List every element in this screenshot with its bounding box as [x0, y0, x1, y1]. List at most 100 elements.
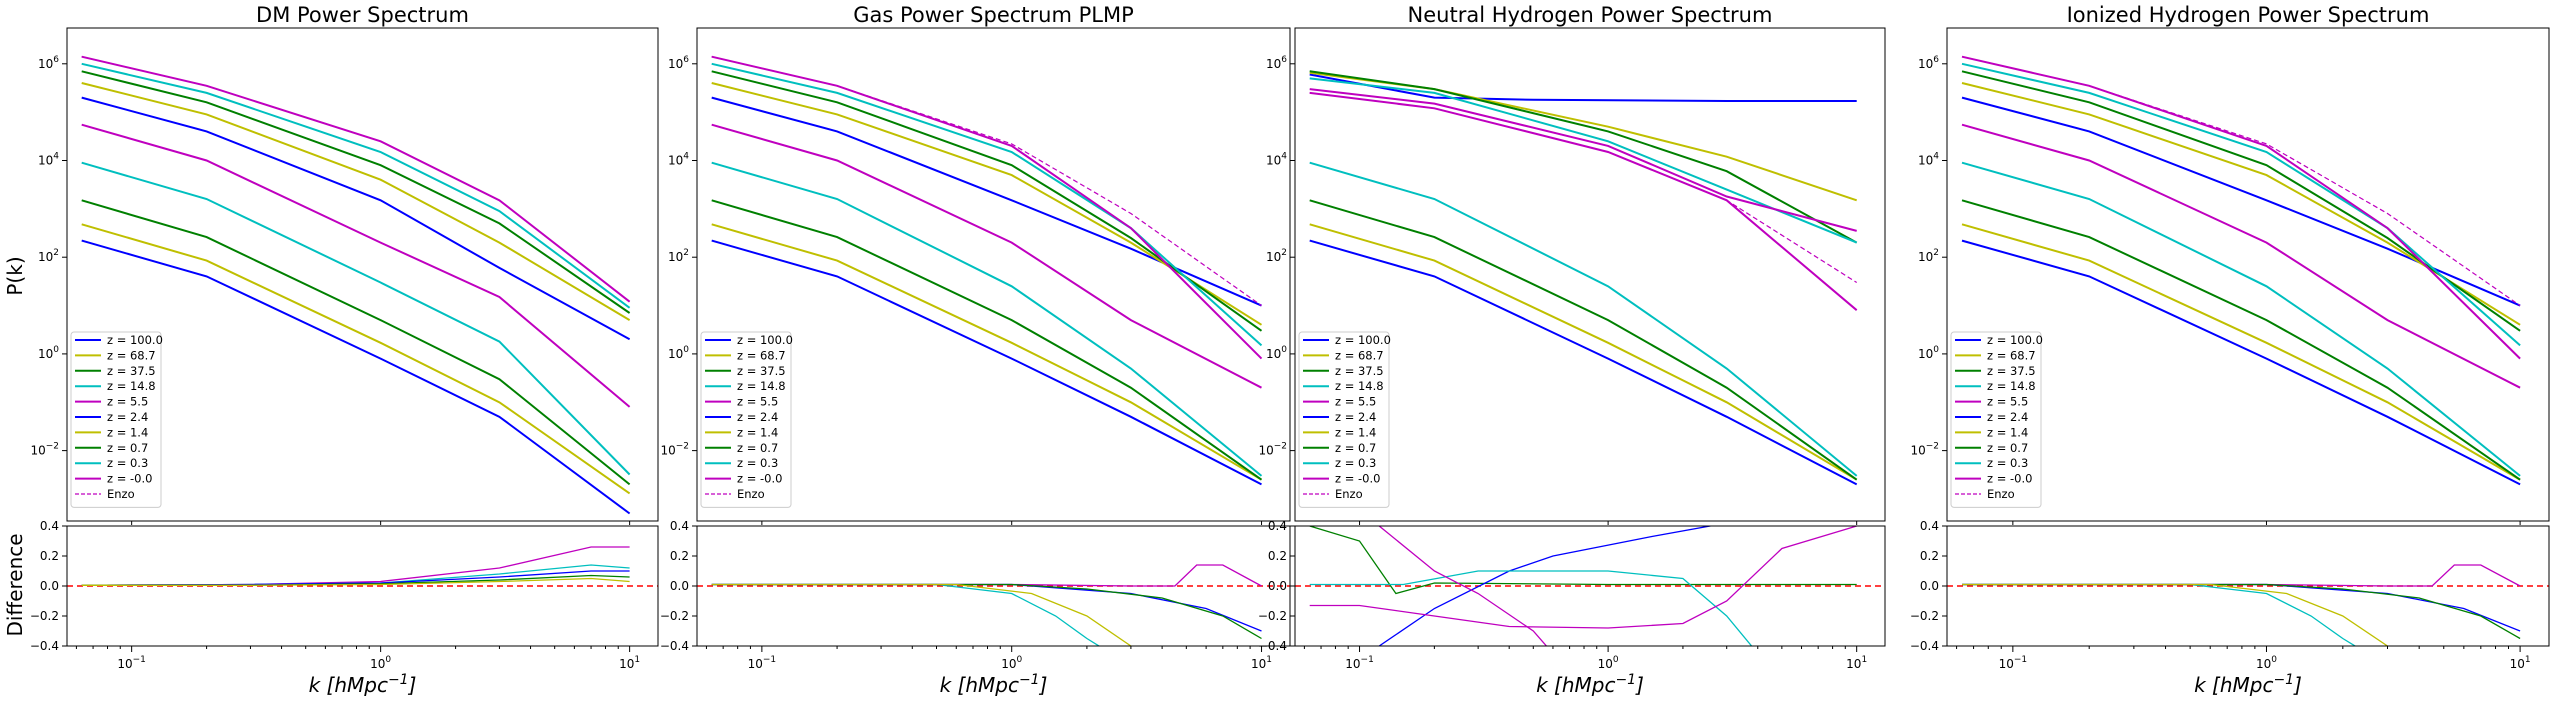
tick-exponent: 0 — [1016, 655, 1022, 665]
x-tick-label: 100 — [2256, 655, 2277, 671]
xlabel-exponent: −1 — [2273, 672, 2294, 688]
legend-label: z = -0.0 — [1987, 472, 2032, 486]
diff-line-1 — [1309, 526, 1857, 595]
series-line-4 — [1961, 161, 2521, 477]
y-tick-label: 10−2 — [1258, 442, 1287, 458]
y-tick-label: 104 — [668, 151, 689, 167]
top-axes-frame — [696, 27, 1291, 522]
series-group — [81, 55, 631, 515]
series-line-6 — [81, 96, 631, 341]
series-line-10 — [711, 55, 1263, 360]
x-tick-label: 101 — [2510, 655, 2531, 671]
diff-line-3 — [1309, 570, 1753, 646]
diff-y-tick-label: 0.0 — [1920, 579, 1939, 593]
legend-label: z = 37.5 — [107, 364, 156, 378]
series-line-9 — [1961, 62, 2521, 347]
diff-y-tick-label: −0.4 — [1910, 639, 1939, 653]
legend-label: z = 68.7 — [737, 348, 786, 362]
diff-line-2 — [1962, 583, 2357, 646]
series-line-7 — [81, 82, 631, 321]
legend-label: z = 100.0 — [737, 333, 793, 347]
tick-base: 10 — [38, 153, 53, 167]
xlabel-main: k [hMpc — [940, 673, 1019, 697]
xlabel-main: k [hMpc — [2194, 673, 2273, 697]
y-tick-label: 100 — [1266, 345, 1287, 361]
diff-y-tick-label: −0.4 — [660, 639, 689, 653]
legend-label: z = 100.0 — [1335, 333, 1391, 347]
top-axes-frame — [1946, 27, 2550, 522]
tick-exponent: 1 — [1861, 655, 1867, 665]
y-tick-label: 10−2 — [660, 442, 689, 458]
y-tick-label: 106 — [668, 55, 689, 71]
legend-label: z = 14.8 — [737, 379, 786, 393]
series-line-11 — [1309, 92, 1858, 284]
tick-exponent: −1 — [763, 655, 776, 665]
tick-base: 10 — [117, 657, 132, 671]
series-line-3 — [711, 199, 1263, 481]
y-tick-label: 10−2 — [30, 442, 59, 458]
xlabel-close: ] — [408, 673, 417, 697]
diff-line-4 — [1309, 526, 1857, 629]
legend-label: z = 2.4 — [1987, 410, 2028, 424]
tick-exponent: 0 — [683, 345, 689, 355]
series-line-2 — [81, 223, 631, 495]
diff-line-1 — [711, 564, 1262, 587]
tick-base: 10 — [1266, 153, 1281, 167]
y-tick-label: 100 — [668, 345, 689, 361]
x-axis-label: k [hMpc−1] — [940, 672, 1048, 697]
tick-exponent: 1 — [2525, 655, 2531, 665]
x-axis-label: k [hMpc−1] — [1536, 672, 1644, 697]
tick-base: 10 — [668, 153, 683, 167]
series-line-10 — [1309, 88, 1857, 232]
tick-exponent: 2 — [1281, 248, 1287, 258]
x-tick-label: 100 — [1001, 655, 1022, 671]
legend-label: z = 14.8 — [1987, 379, 2036, 393]
tick-exponent: 6 — [683, 55, 689, 65]
legend-label: z = 0.3 — [737, 456, 778, 470]
tick-exponent: 1 — [634, 655, 640, 665]
diff-y-tick-label: 0.0 — [670, 579, 689, 593]
legend-label: z = 100.0 — [1987, 333, 2043, 347]
diff-line-3 — [81, 570, 630, 586]
legend-label: Enzo — [737, 487, 765, 501]
tick-base: 10 — [2256, 657, 2271, 671]
tick-exponent: 2 — [53, 248, 59, 258]
diff-line-2 — [1378, 526, 1714, 646]
tick-exponent: 0 — [385, 655, 391, 665]
x-tick-label: 10−1 — [748, 655, 777, 671]
legend-label: z = 2.4 — [107, 410, 148, 424]
panel-3: Neutral Hydrogen Power Spectrum10−210010… — [1258, 3, 1886, 697]
series-line-5 — [711, 123, 1262, 389]
panel-title: DM Power Spectrum — [256, 3, 469, 27]
x-tick-label: 100 — [1598, 655, 1619, 671]
diff-group — [1947, 564, 2549, 646]
legend-label: z = 14.8 — [1335, 379, 1384, 393]
tick-base: 10 — [1001, 657, 1016, 671]
y-tick-label: 102 — [1266, 248, 1287, 264]
series-line-1 — [1309, 239, 1858, 486]
diff-y-tick-label: −0.2 — [1910, 609, 1939, 623]
x-tick-label: 10−1 — [1999, 655, 2028, 671]
y-tick-label: 102 — [38, 248, 59, 264]
xlabel-close: ] — [1635, 673, 1644, 697]
diff-y-tick-label: −0.2 — [30, 609, 59, 623]
legend-label: z = 2.4 — [1335, 410, 1376, 424]
series-group — [1961, 55, 2521, 486]
y-tick-label: 102 — [1918, 248, 1939, 264]
tick-base: 10 — [619, 657, 634, 671]
tick-base: 10 — [1918, 153, 1933, 167]
legend-label: z = 0.7 — [1335, 441, 1376, 455]
legend-label: z = 1.4 — [107, 425, 148, 439]
panel-title: Gas Power Spectrum PLMP — [853, 3, 1134, 27]
diff-y-tick-label: 0.4 — [40, 519, 59, 533]
legend-label: z = -0.0 — [107, 472, 152, 486]
diff-group — [697, 564, 1290, 646]
tick-base: 10 — [1266, 250, 1281, 264]
tick-base: 10 — [660, 444, 675, 458]
tick-exponent: 2 — [1933, 248, 1939, 258]
diff-line-3 — [711, 583, 1262, 632]
series-line-8 — [81, 70, 631, 314]
panel-4: Ionized Hydrogen Power Spectrum10−210010… — [1910, 3, 2550, 697]
legend-label: Enzo — [1987, 487, 2015, 501]
tick-exponent: 0 — [1281, 345, 1287, 355]
